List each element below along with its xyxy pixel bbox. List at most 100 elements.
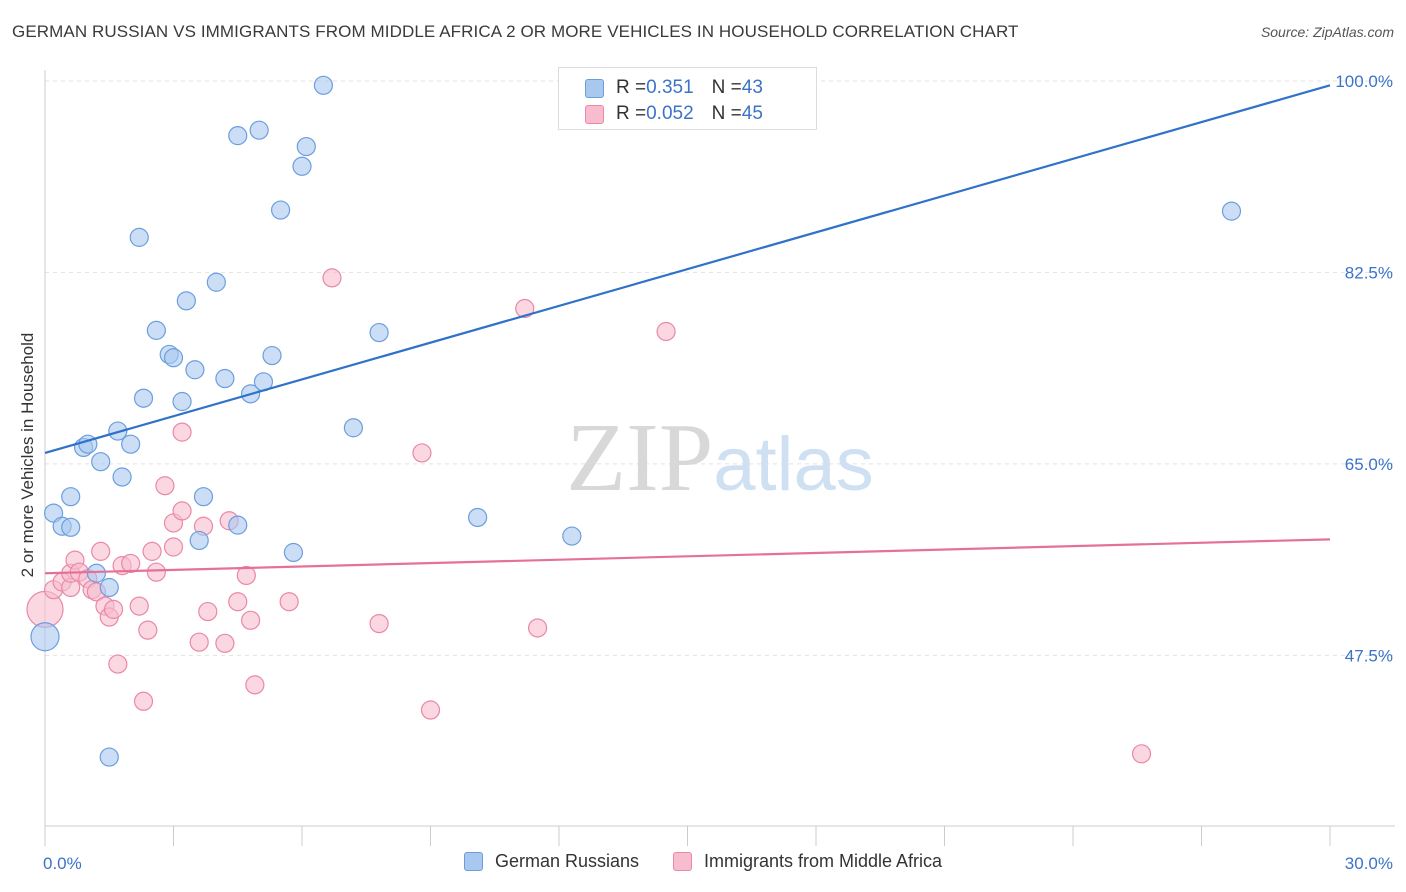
german-russians-point bbox=[1221, 201, 1242, 221]
german-russians-point bbox=[468, 507, 488, 528]
watermark: ZIPatlas bbox=[566, 404, 874, 512]
legend-r-value: 0.052 bbox=[646, 103, 694, 124]
series-blue-points bbox=[30, 75, 1242, 767]
y-tick-label: 65.0% bbox=[1345, 455, 1393, 474]
german-russians-point bbox=[61, 517, 81, 537]
middle-africa-point bbox=[527, 618, 548, 638]
middle-africa-point bbox=[420, 700, 441, 720]
legend-n-value: 45 bbox=[741, 103, 763, 124]
middle-africa-point bbox=[228, 592, 248, 612]
middle-africa-point bbox=[215, 633, 235, 653]
middle-africa-point bbox=[155, 476, 175, 496]
series-legend: German Russians Immigrants from Middle A… bbox=[0, 851, 1406, 872]
middle-africa-point bbox=[198, 601, 218, 622]
legend-r-label: R = bbox=[616, 77, 647, 98]
german-russians-point bbox=[99, 747, 119, 767]
middle-africa-point bbox=[172, 501, 192, 521]
y-tick-label: 100.0% bbox=[1335, 72, 1393, 91]
tick-labels: 100.0% 82.5% 65.0% 47.5% 0.0% 30.0% bbox=[43, 72, 1393, 873]
german-russians-point bbox=[343, 418, 363, 438]
german-russians-point bbox=[133, 388, 154, 408]
legend-n-value: 43 bbox=[741, 77, 763, 98]
watermark-zip: ZIP bbox=[566, 404, 713, 512]
legend-n-label: N = bbox=[711, 103, 742, 124]
middle-africa-point bbox=[138, 620, 158, 640]
middle-africa-point bbox=[163, 537, 184, 557]
legend-item-german-russians[interactable]: German Russians bbox=[463, 851, 639, 872]
german-russians-point bbox=[283, 542, 304, 563]
middle-africa-point bbox=[1131, 744, 1152, 764]
german-russians-point bbox=[86, 563, 107, 583]
middle-africa-point bbox=[245, 675, 265, 695]
legend-swatch-pink bbox=[585, 104, 604, 124]
legend-r-label: R = bbox=[616, 103, 647, 124]
german-russians-point bbox=[99, 577, 119, 598]
middle-africa-point bbox=[369, 613, 389, 634]
legend-swatch-blue bbox=[463, 852, 483, 871]
chart-title: GERMAN RUSSIAN VS IMMIGRANTS FROM MIDDLE… bbox=[12, 22, 1019, 41]
middle-africa-point bbox=[146, 562, 166, 582]
middle-africa-point bbox=[412, 443, 432, 463]
german-russians-point bbox=[189, 530, 209, 551]
correlation-legend: R = 0.351 N = 43 R = 0.052 N = 45 bbox=[558, 67, 817, 130]
legend-row-blue: R = 0.351 N = 43 bbox=[585, 76, 763, 100]
middle-africa-point bbox=[241, 610, 261, 630]
middle-africa-point bbox=[129, 596, 149, 616]
middle-africa-point bbox=[236, 565, 256, 586]
middle-africa-point bbox=[108, 654, 128, 674]
y-tick-label: 82.5% bbox=[1345, 263, 1393, 282]
trend-line-pink bbox=[44, 538, 1331, 575]
middle-africa-point bbox=[656, 321, 676, 342]
german-russians-point bbox=[369, 322, 389, 343]
legend-label: Immigrants from Middle Africa bbox=[704, 851, 943, 871]
legend-row-pink: R = 0.052 N = 45 bbox=[585, 102, 763, 126]
watermark-atlas: atlas bbox=[713, 422, 874, 507]
legend-item-immigrants-middle-africa[interactable]: Immigrants from Middle Africa bbox=[673, 851, 942, 872]
trend-lines bbox=[44, 84, 1331, 575]
legend-swatch-pink bbox=[673, 852, 692, 871]
german-russians-point bbox=[146, 320, 166, 340]
middle-africa-point bbox=[189, 632, 209, 652]
middle-africa-point bbox=[121, 553, 141, 574]
german-russians-point bbox=[562, 526, 582, 546]
german-russians-point bbox=[270, 200, 291, 220]
middle-africa-point bbox=[103, 599, 124, 619]
german-russians-point bbox=[91, 452, 111, 472]
middle-africa-point bbox=[515, 298, 535, 319]
trend-line-blue bbox=[44, 84, 1331, 454]
german-russians-point bbox=[228, 515, 248, 535]
y-tick-label: 47.5% bbox=[1345, 646, 1393, 665]
german-russians-point bbox=[262, 345, 282, 366]
legend-r-value: 0.351 bbox=[646, 77, 694, 98]
middle-africa-point bbox=[133, 691, 154, 711]
german-russians-point bbox=[193, 487, 214, 507]
german-russians-point bbox=[61, 487, 81, 507]
watermark-text: ZIPatlas bbox=[566, 404, 874, 512]
german-russians-point bbox=[112, 467, 132, 487]
middle-africa-point bbox=[279, 592, 299, 612]
german-russians-point bbox=[172, 391, 192, 412]
middle-africa-point bbox=[142, 541, 162, 561]
german-russians-point bbox=[163, 348, 184, 368]
middle-africa-point bbox=[91, 541, 111, 561]
german-russians-point bbox=[185, 360, 205, 380]
german-russians-point bbox=[206, 272, 226, 292]
german-russians-point bbox=[249, 120, 269, 140]
german-russians-point bbox=[292, 156, 312, 176]
german-russians-point bbox=[228, 126, 248, 146]
legend-swatch-blue bbox=[585, 78, 604, 98]
german-russians-point bbox=[296, 136, 316, 157]
x-tick-label: 30.0% bbox=[1345, 854, 1393, 873]
middle-africa-point bbox=[322, 268, 342, 288]
x-tick-label: 0.0% bbox=[43, 854, 82, 873]
german-russians-point bbox=[121, 434, 141, 454]
series-pink-points bbox=[26, 268, 1152, 764]
german-russians-point bbox=[176, 291, 196, 311]
axes bbox=[44, 70, 1395, 846]
legend-n-label: N = bbox=[711, 77, 742, 98]
middle-africa-point bbox=[172, 422, 192, 442]
legend-label: German Russians bbox=[494, 851, 639, 871]
german-russians-point bbox=[129, 227, 149, 247]
source-credit: Source: ZipAtlas.com bbox=[1260, 24, 1394, 40]
